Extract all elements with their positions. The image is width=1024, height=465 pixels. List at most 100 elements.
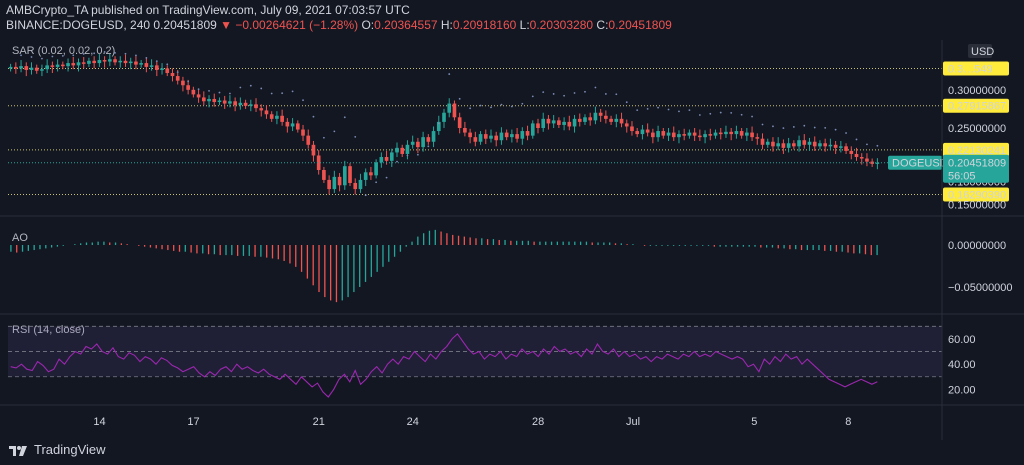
candle[interactable] [593, 112, 598, 121]
candle[interactable] [358, 179, 363, 190]
candle[interactable] [708, 134, 713, 136]
candle[interactable] [499, 132, 504, 141]
candle[interactable] [478, 134, 483, 142]
candle[interactable] [718, 132, 723, 135]
candle[interactable] [645, 129, 650, 133]
candle[interactable] [233, 101, 237, 106]
candle[interactable] [692, 132, 697, 136]
candle[interactable] [431, 131, 436, 142]
candle[interactable] [379, 157, 384, 163]
candle[interactable] [546, 118, 551, 124]
candle[interactable] [489, 135, 493, 139]
candle[interactable] [572, 118, 577, 127]
candle[interactable] [76, 62, 81, 66]
price-axis[interactable]: 0.3…549 0.27915867 0.22130241 0.16290390 USD… [888, 44, 1013, 396]
candle[interactable] [228, 101, 232, 104]
candle[interactable] [786, 143, 791, 148]
candle[interactable] [186, 85, 190, 90]
candle[interactable] [181, 80, 185, 86]
time-axis[interactable]: 14 17 21 24 28 Jul 5 8 [93, 416, 851, 428]
candle[interactable] [395, 147, 399, 153]
candle[interactable] [384, 157, 389, 161]
candle[interactable] [671, 132, 676, 138]
candle[interactable] [833, 144, 838, 148]
candle[interactable] [295, 123, 300, 130]
candle[interactable] [630, 126, 634, 132]
candle[interactable] [510, 134, 514, 138]
candle[interactable] [34, 67, 39, 71]
candle[interactable] [207, 98, 211, 102]
candle[interactable] [703, 134, 707, 138]
ao-pane[interactable]: AO [10, 229, 878, 303]
candle[interactable] [875, 162, 880, 164]
candle[interactable] [97, 60, 102, 64]
candle[interactable] [243, 102, 248, 106]
candle[interactable] [536, 123, 540, 128]
candle[interactable] [327, 179, 331, 190]
candle[interactable] [369, 172, 373, 176]
candle[interactable] [154, 65, 159, 70]
candle[interactable] [849, 150, 854, 154]
candle[interactable] [436, 121, 441, 132]
candle[interactable] [29, 67, 34, 70]
candle[interactable] [400, 147, 405, 154]
candle[interactable] [175, 76, 180, 81]
candle[interactable] [598, 112, 603, 116]
candle[interactable] [50, 65, 55, 67]
candle[interactable] [306, 135, 311, 145]
candle[interactable] [280, 115, 284, 122]
candle[interactable] [844, 146, 848, 151]
candle[interactable] [687, 132, 692, 136]
candle[interactable] [389, 152, 394, 161]
rsi-pane[interactable]: RSI (14, close) [8, 324, 942, 398]
candle[interactable] [551, 120, 556, 124]
candle[interactable] [588, 117, 593, 121]
candle[interactable] [504, 132, 509, 138]
price-pane[interactable]: SAR (0.02, 0.02, 0.2) [8, 45, 942, 197]
candle[interactable] [624, 123, 629, 127]
candle[interactable] [724, 131, 728, 135]
candle[interactable] [776, 143, 781, 147]
candle[interactable] [577, 118, 582, 122]
candle[interactable] [520, 131, 525, 139]
candle[interactable] [619, 118, 624, 124]
candle[interactable] [290, 123, 295, 127]
candle[interactable] [494, 135, 499, 141]
candle[interactable] [682, 134, 687, 136]
candle[interactable] [562, 121, 566, 125]
candle[interactable] [802, 140, 807, 145]
candle[interactable] [760, 138, 765, 145]
candle[interactable] [525, 131, 530, 136]
candle[interactable] [473, 137, 478, 142]
candle[interactable] [410, 141, 415, 145]
candle[interactable] [859, 157, 864, 159]
candle[interactable] [14, 66, 18, 69]
candle[interactable] [71, 63, 76, 66]
candle[interactable] [463, 128, 467, 133]
candle[interactable] [222, 100, 227, 104]
candle[interactable] [107, 59, 112, 62]
candle[interactable] [165, 68, 170, 74]
candle[interactable] [19, 66, 23, 69]
candle[interactable] [729, 131, 734, 135]
candle[interactable] [264, 110, 269, 115]
candle[interactable] [442, 112, 446, 122]
candle[interactable] [583, 117, 587, 122]
candle[interactable] [750, 132, 754, 138]
candle[interactable] [363, 172, 368, 180]
candle[interactable] [739, 131, 744, 136]
candle[interactable] [81, 62, 86, 64]
candle[interactable] [55, 64, 60, 67]
candle[interactable] [651, 132, 655, 138]
candle[interactable] [656, 131, 660, 138]
candle[interactable] [734, 131, 739, 135]
candle[interactable] [635, 131, 640, 135]
candle[interactable] [457, 117, 462, 128]
candle[interactable] [839, 146, 843, 148]
candle[interactable] [609, 118, 613, 122]
candle[interactable] [134, 61, 138, 65]
candle[interactable] [557, 120, 561, 125]
candle[interactable] [661, 131, 666, 136]
candle[interactable] [530, 123, 535, 136]
candle[interactable] [170, 73, 175, 77]
